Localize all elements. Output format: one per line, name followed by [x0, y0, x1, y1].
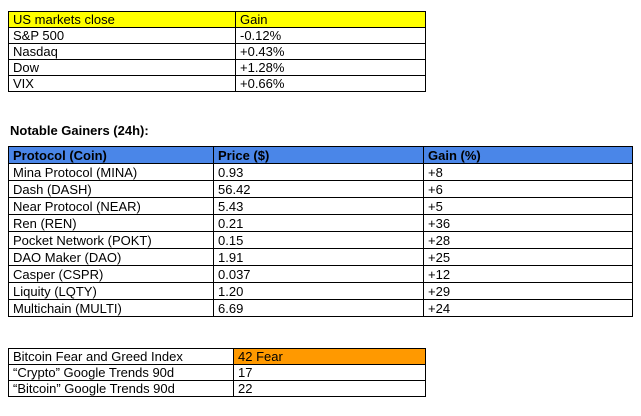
us-markets-table: US markets close Gain S&P 500 -0.12% Nas…	[8, 11, 426, 92]
protocol-gain: +28	[423, 231, 633, 249]
table-row: Near Protocol (NEAR) 5.43 +5	[8, 197, 633, 215]
table-row: Casper (CSPR) 0.037 +12	[8, 265, 633, 283]
protocol-name: Ren (REN)	[8, 214, 214, 232]
table-row: “Crypto” Google Trends 90d 17	[8, 364, 426, 381]
protocol-name: Multichain (MULTI)	[8, 299, 214, 317]
protocol-name: Pocket Network (POKT)	[8, 231, 214, 249]
gainers-header-row: Protocol (Coin) Price ($) Gain (%)	[8, 146, 633, 164]
protocol-price: 5.43	[213, 197, 424, 215]
protocol-gain: +12	[423, 265, 633, 283]
protocol-gain: +8	[423, 163, 633, 181]
protocol-price: 0.15	[213, 231, 424, 249]
gainers-header-gain: Gain (%)	[423, 146, 633, 164]
sentiment-value: 17	[233, 364, 426, 381]
protocol-name: Casper (CSPR)	[8, 265, 214, 283]
protocol-price: 6.69	[213, 299, 424, 317]
table-row: Pocket Network (POKT) 0.15 +28	[8, 231, 633, 249]
protocol-gain: +36	[423, 214, 633, 232]
sentiment-table: Bitcoin Fear and Greed Index 42 Fear “Cr…	[8, 348, 426, 397]
gainers-header-protocol: Protocol (Coin)	[8, 146, 214, 164]
sentiment-label: “Crypto” Google Trends 90d	[8, 364, 234, 381]
market-name: Dow	[8, 59, 236, 76]
notable-gainers-table: Protocol (Coin) Price ($) Gain (%) Mina …	[8, 146, 633, 317]
protocol-name: Mina Protocol (MINA)	[8, 163, 214, 181]
sentiment-value: 22	[233, 380, 426, 397]
protocol-gain: +6	[423, 180, 633, 198]
table-row: Nasdaq +0.43%	[8, 43, 426, 60]
table-row: VIX +0.66%	[8, 75, 426, 92]
protocol-price: 0.21	[213, 214, 424, 232]
protocol-gain: +5	[423, 197, 633, 215]
us-markets-header-label: US markets close	[8, 11, 236, 28]
market-name: Nasdaq	[8, 43, 236, 60]
market-gain: +1.28%	[235, 59, 426, 76]
table-row: Ren (REN) 0.21 +36	[8, 214, 633, 232]
table-row: Dash (DASH) 56.42 +6	[8, 180, 633, 198]
sentiment-label: Bitcoin Fear and Greed Index	[8, 348, 234, 365]
market-gain: +0.66%	[235, 75, 426, 92]
market-gain: -0.12%	[235, 27, 426, 44]
protocol-name: Liquity (LQTY)	[8, 282, 214, 300]
protocol-gain: +25	[423, 248, 633, 266]
table-row: Mina Protocol (MINA) 0.93 +8	[8, 163, 633, 181]
market-gain: +0.43%	[235, 43, 426, 60]
protocol-gain: +29	[423, 282, 633, 300]
protocol-name: Near Protocol (NEAR)	[8, 197, 214, 215]
table-row: Bitcoin Fear and Greed Index 42 Fear	[8, 348, 426, 365]
protocol-price: 1.91	[213, 248, 424, 266]
table-row: S&P 500 -0.12%	[8, 27, 426, 44]
protocol-price: 0.037	[213, 265, 424, 283]
us-markets-header-row: US markets close Gain	[8, 11, 426, 28]
table-row: “Bitcoin” Google Trends 90d 22	[8, 380, 426, 397]
protocol-price: 0.93	[213, 163, 424, 181]
table-row: Dow +1.28%	[8, 59, 426, 76]
market-name: VIX	[8, 75, 236, 92]
protocol-name: Dash (DASH)	[8, 180, 214, 198]
sentiment-label: “Bitcoin” Google Trends 90d	[8, 380, 234, 397]
table-row: Multichain (MULTI) 6.69 +24	[8, 299, 633, 317]
protocol-price: 1.20	[213, 282, 424, 300]
protocol-gain: +24	[423, 299, 633, 317]
fear-greed-value: 42 Fear	[233, 348, 426, 365]
gainers-header-price: Price ($)	[213, 146, 424, 164]
protocol-price: 56.42	[213, 180, 424, 198]
table-row: Liquity (LQTY) 1.20 +29	[8, 282, 633, 300]
market-name: S&P 500	[8, 27, 236, 44]
protocol-name: DAO Maker (DAO)	[8, 248, 214, 266]
table-row: DAO Maker (DAO) 1.91 +25	[8, 248, 633, 266]
us-markets-header-gain: Gain	[235, 11, 426, 28]
gainers-section-title: Notable Gainers (24h):	[10, 123, 149, 138]
